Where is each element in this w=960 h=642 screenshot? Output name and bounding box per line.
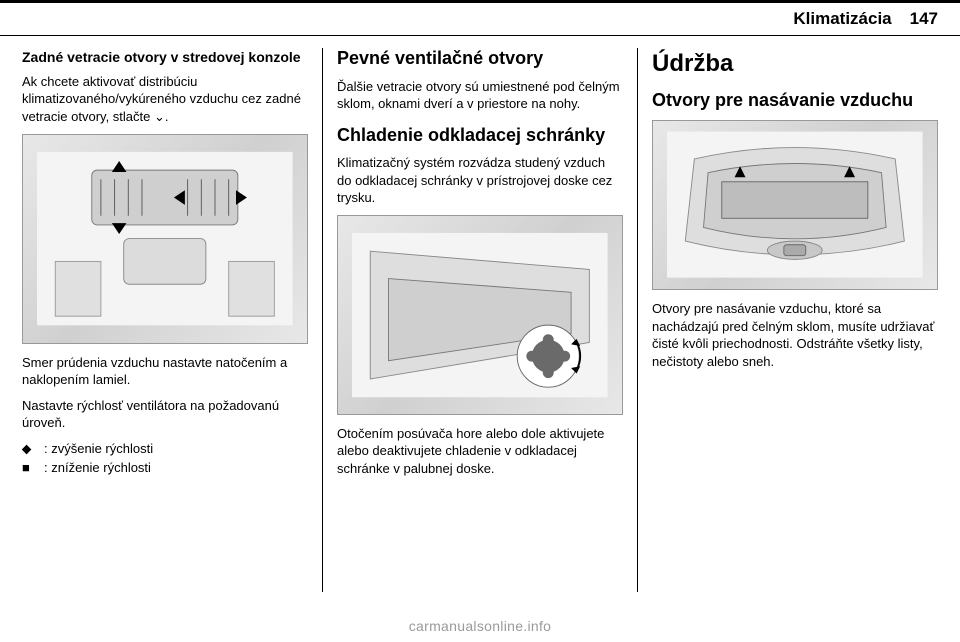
col1-definition-list: ⬥ : zvýšenie rýchlosti ■ : zníženie rých… <box>22 440 308 477</box>
col2-paragraph-a: Ďalšie vetracie otvory sú umiestnené pod… <box>337 78 623 113</box>
column-3: Údržba Otvory pre nasávanie vzduchu Otvo… <box>638 48 938 592</box>
col1-paragraph-2: Smer prúdenia vzduchu nastavte natočením… <box>22 354 308 389</box>
rear-vents-svg <box>37 145 293 332</box>
column-1: Zadné vetracie otvory v stredovej konzol… <box>22 48 323 592</box>
rear-vents-illustration <box>22 134 308 344</box>
speed-up-icon: ⬥ <box>22 440 44 458</box>
col1-paragraph-3: Nastavte rýchlosť ventilátora na požadov… <box>22 397 308 432</box>
col1-paragraph-1: Ak chcete aktivovať distribúciu klimatiz… <box>22 73 308 126</box>
col1-subheading: Zadné vetracie otvory v stredovej konzol… <box>22 48 308 67</box>
page-header: Klimatizácia 147 <box>0 0 960 36</box>
col3-heading-maintenance: Údržba <box>652 48 938 80</box>
glovebox-svg <box>352 226 608 404</box>
header-page-number: 147 <box>910 9 938 29</box>
column-2: Pevné ventilačné otvory Ďalšie vetracie … <box>323 48 638 592</box>
header-section-title: Klimatizácia <box>793 9 891 29</box>
speed-down-text: : zníženie rýchlosti <box>44 459 308 477</box>
speed-down-icon: ■ <box>22 459 44 477</box>
col2-paragraph-b: Klimatizačný systém rozvádza studený vzd… <box>337 154 623 207</box>
air-intake-illustration <box>652 120 938 290</box>
content-columns: Zadné vetracie otvory v stredovej konzol… <box>22 48 938 592</box>
page-footer-url: carmanualsonline.info <box>0 618 960 634</box>
col2-heading-glovebox-cooling: Chladenie odkladacej schránky <box>337 125 623 147</box>
col2-paragraph-c: Otočením posúvača hore alebo dole aktivu… <box>337 425 623 478</box>
glovebox-cooling-illustration <box>337 215 623 415</box>
col3-heading-air-intake: Otvory pre nasávanie vzduchu <box>652 90 938 112</box>
col3-paragraph-1: Otvory pre nasávanie vzduchu, ktoré sa n… <box>652 300 938 370</box>
col2-heading-fixed-vents: Pevné ventilačné otvory <box>337 48 623 70</box>
air-intake-svg <box>667 129 923 280</box>
speed-up-text: : zvýšenie rýchlosti <box>44 440 308 458</box>
